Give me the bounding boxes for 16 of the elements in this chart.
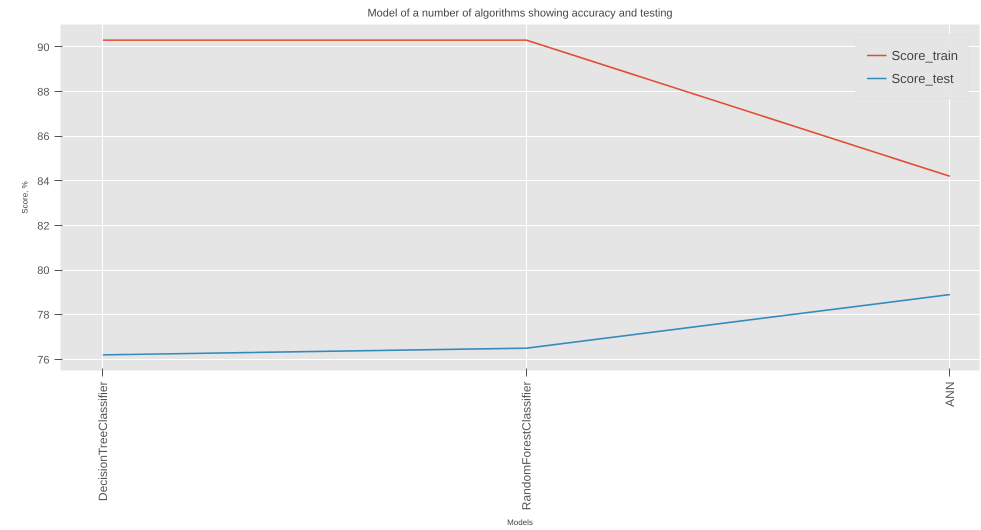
x-tick-label: RandomForestClassifier [519, 381, 534, 510]
y-tick-label: 80 [37, 265, 50, 278]
x-axis-title: Models [507, 518, 533, 528]
x-tick-label: DecisionTreeClassifier [96, 381, 110, 502]
x-tick-label: ANN [942, 381, 957, 407]
y-tick-label: 78 [37, 310, 50, 322]
legend-label: Score_test [892, 70, 954, 86]
chart-title: Model of a number of algorithms showing accuracy and testing [367, 8, 673, 20]
y-tick-label: 84 [37, 176, 50, 188]
y-tick-label: 76 [37, 354, 50, 366]
y-tick-label: 90 [37, 42, 50, 54]
y-tick-label: 88 [37, 86, 50, 98]
legend-label: Score_train [892, 48, 958, 62]
y-tick-label: 82 [37, 220, 50, 232]
y-tick-label: 86 [37, 131, 50, 144]
y-axis-title: Score, % [20, 181, 30, 214]
